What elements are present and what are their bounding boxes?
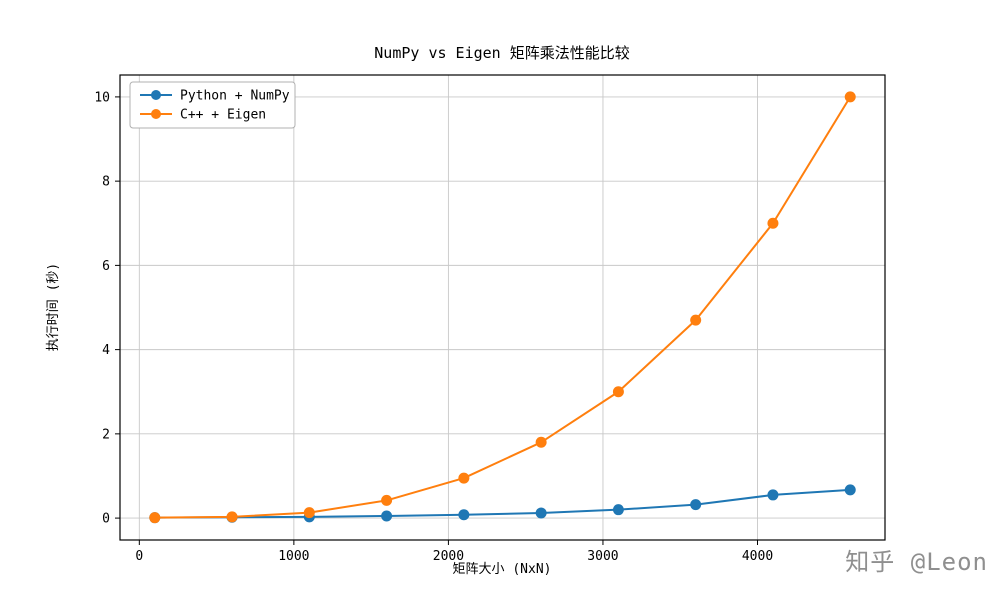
data-point-marker <box>535 507 547 519</box>
series-line <box>154 488 851 519</box>
data-point-marker <box>612 504 624 516</box>
data-point-marker <box>303 507 315 519</box>
data-series <box>149 91 856 524</box>
legend-entry-label: C++ + Eigen <box>180 108 266 123</box>
legend-marker <box>151 109 161 119</box>
data-point-marker <box>226 511 238 523</box>
series-line <box>154 96 852 519</box>
x-axis-label: 矩阵大小 (NxN) <box>453 562 552 577</box>
x-tick-label: 1000 <box>278 549 309 564</box>
y-axis-label: 执行时间 (秒) <box>46 263 61 351</box>
data-point-marker <box>381 510 393 522</box>
data-point-marker <box>844 91 856 103</box>
y-tick-label: 4 <box>102 343 110 358</box>
y-tick-label: 8 <box>102 175 110 190</box>
legend-entry-label: Python + NumPy <box>180 89 290 104</box>
y-tick-label: 0 <box>102 512 110 527</box>
legend[interactable]: Python + NumPy C++ + Eigen <box>129 81 296 129</box>
x-tick-label: 4000 <box>742 549 773 564</box>
data-point-marker <box>458 472 470 484</box>
axes: 0 1000 2000 3000 4000 0 2 4 6 8 10 <box>94 74 886 564</box>
data-point-marker <box>612 386 624 398</box>
y-tick-label: 2 <box>102 427 110 442</box>
legend-marker <box>151 90 161 100</box>
data-point-marker <box>381 494 393 506</box>
data-point-marker <box>690 499 702 511</box>
data-point-marker <box>767 489 779 501</box>
chart-title: NumPy vs Eigen 矩阵乘法性能比较 <box>374 44 629 62</box>
data-point-marker <box>767 217 779 229</box>
grid-lines <box>120 75 885 540</box>
legend-box <box>129 81 296 129</box>
data-point-marker <box>149 512 161 524</box>
watermark: 知乎 @Leon <box>845 548 988 576</box>
data-point-marker <box>844 484 856 496</box>
data-point-marker <box>535 436 547 448</box>
data-point-marker <box>690 314 702 326</box>
y-tick-label: 6 <box>102 259 110 274</box>
x-tick-label: 3000 <box>587 549 618 564</box>
data-point-marker <box>458 509 470 521</box>
x-tick-label: 0 <box>135 549 143 564</box>
plot-frame <box>119 74 886 541</box>
x-tick-label: 2000 <box>433 549 464 564</box>
y-tick-label: 10 <box>94 90 110 105</box>
